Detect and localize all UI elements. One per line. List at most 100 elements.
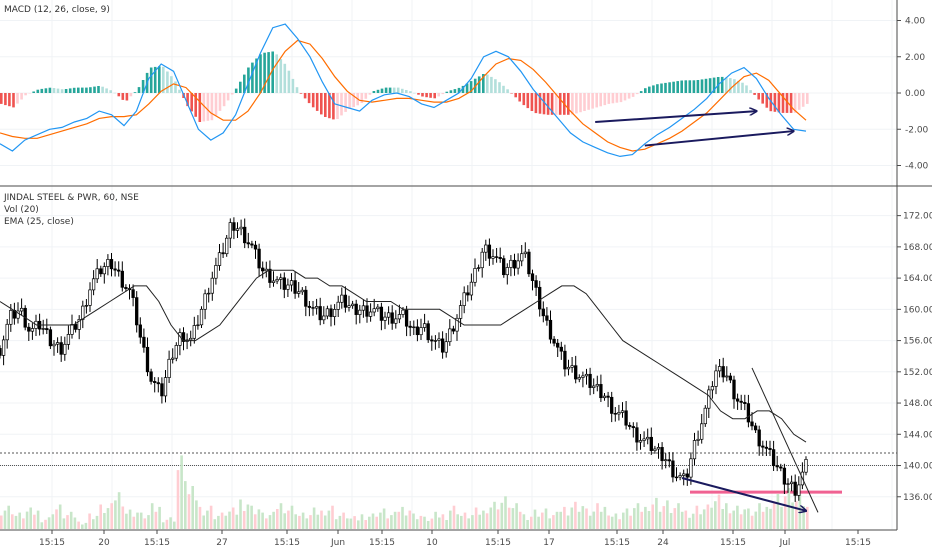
histogram-bar [283, 63, 287, 93]
price-y-tick-label: 136.00 [903, 493, 932, 503]
volume-bar [463, 512, 467, 529]
volume-bar [276, 509, 279, 529]
histogram-bar [631, 93, 635, 97]
histogram-bar [360, 93, 364, 103]
candle-body [552, 338, 556, 344]
volume-bar [736, 505, 739, 529]
histogram-bar [392, 87, 396, 93]
candle-body [214, 265, 218, 279]
histogram-bar [595, 93, 598, 108]
histogram-bar [291, 78, 295, 93]
volume-bar [305, 518, 309, 529]
histogram-bar [214, 93, 218, 116]
histogram-bar [550, 93, 554, 115]
volume-bar [14, 515, 18, 529]
histogram-bar [777, 93, 781, 113]
histogram-bar [48, 87, 52, 93]
volume-bar [574, 501, 577, 529]
candle-body [207, 292, 211, 295]
volume-bar [114, 500, 117, 529]
volume-bar [434, 511, 437, 529]
candle-body [646, 436, 650, 440]
volume-bar [691, 513, 695, 529]
candle-body [300, 289, 304, 293]
histogram-bar [482, 74, 485, 93]
volume-bar [504, 496, 507, 529]
candle-body [771, 449, 776, 467]
histogram-bar [190, 93, 193, 112]
volume-bar [677, 503, 680, 529]
histogram-bar [700, 79, 704, 93]
price-y-tick-label: 160.00 [903, 305, 932, 315]
histogram-bar [510, 93, 513, 94]
candle-body [81, 305, 85, 320]
candle-body [563, 350, 567, 370]
histogram-bar [789, 93, 793, 113]
volume-bar [29, 507, 32, 529]
candle-body [199, 308, 204, 326]
volume-bar [662, 506, 666, 529]
volume-bar [460, 515, 463, 529]
candle-body [225, 237, 229, 255]
volume-bar [518, 511, 522, 529]
histogram-bar [72, 87, 76, 93]
candle-body [235, 228, 240, 231]
volume-bar [195, 500, 198, 529]
volume-bar [596, 503, 599, 529]
histogram-bar [28, 93, 31, 94]
histogram-bar [344, 93, 347, 112]
histogram-bar [627, 93, 631, 99]
histogram-bar [320, 93, 323, 115]
candle-body [527, 251, 531, 275]
histogram-bar [109, 90, 112, 93]
volume-bar [51, 514, 55, 529]
candle-body [674, 476, 679, 479]
volume-bar [592, 511, 596, 529]
candle-body [322, 315, 326, 321]
candle-body [156, 382, 160, 385]
histogram-bar [348, 93, 351, 109]
volume-bar [316, 514, 320, 529]
volume-bar [33, 514, 36, 529]
price-title: JINDAL STEEL & PWR, 60, NSE [4, 193, 139, 203]
volume-bar [776, 494, 780, 529]
histogram-bar [307, 93, 311, 104]
histogram-bar [518, 93, 521, 102]
histogram-bar [425, 93, 428, 98]
histogram-bar [352, 93, 355, 107]
macd-y-tick-label: 0.00 [905, 89, 925, 99]
volume-bar [169, 517, 172, 529]
histogram-bar [24, 93, 27, 96]
volume-bar [791, 502, 794, 529]
histogram-bar [538, 93, 542, 114]
candle-body [671, 460, 675, 478]
volume-bar [599, 511, 603, 529]
histogram-bar [676, 81, 679, 93]
price-y-tick-label: 168.00 [903, 243, 932, 253]
histogram-bar [514, 93, 517, 98]
volume-bar [415, 519, 419, 529]
candle-body [656, 447, 661, 450]
trend-line [751, 367, 819, 513]
histogram-bar [97, 86, 100, 93]
candle-body [592, 385, 596, 388]
histogram-bar [243, 74, 246, 93]
candle-body [473, 268, 477, 283]
volume-bar [18, 512, 21, 529]
candle-body [678, 475, 682, 478]
candle-body [732, 379, 736, 400]
volume-bar [44, 519, 47, 529]
candle-body [768, 448, 772, 450]
candle-body [336, 301, 340, 310]
volume-bar [478, 514, 481, 529]
histogram-bar [166, 71, 169, 93]
volume-bar [0, 515, 3, 529]
candle-body [135, 297, 139, 326]
histogram-bar [218, 93, 222, 111]
candle-body [548, 319, 553, 340]
histogram-bar [433, 93, 436, 99]
histogram-bar [202, 93, 206, 122]
candle-body [304, 289, 308, 307]
histogram-bar [639, 91, 643, 93]
